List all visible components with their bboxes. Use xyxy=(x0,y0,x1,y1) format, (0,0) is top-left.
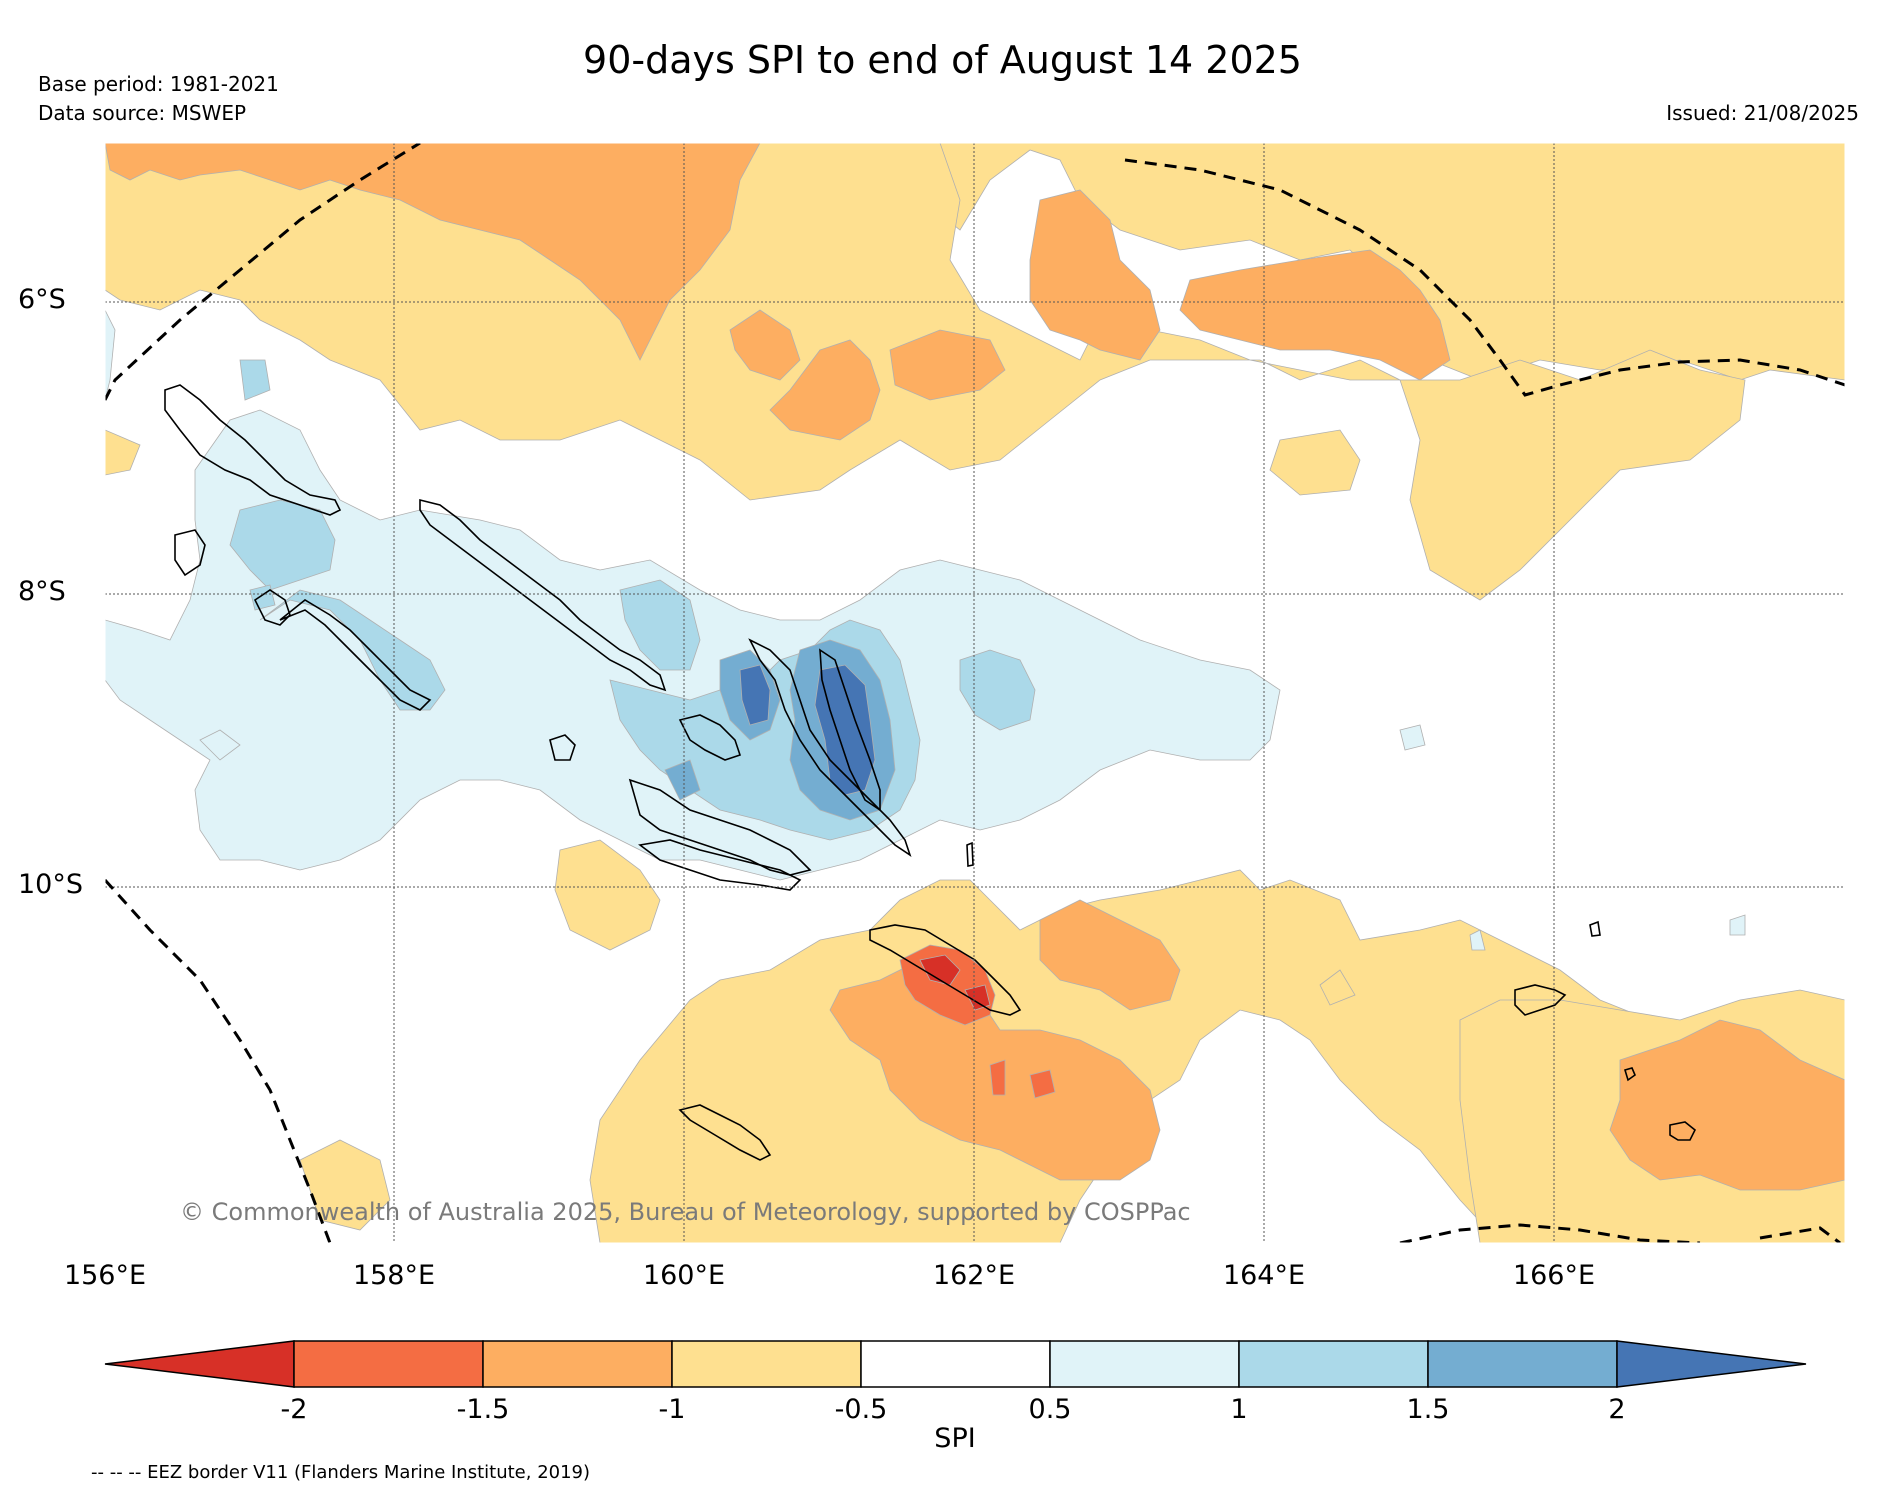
lon-label: 164°E xyxy=(1222,1260,1306,1291)
map-title: 90-days SPI to end of August 14 2025 xyxy=(583,38,1302,82)
colorbar-tick: 1 xyxy=(1230,1394,1247,1425)
map-area xyxy=(105,143,1845,1243)
colorbar-tick: -0.5 xyxy=(835,1394,888,1425)
lat-label: 8°S xyxy=(18,576,66,607)
lon-label: 166°E xyxy=(1512,1260,1596,1291)
colorbar-bin-6 xyxy=(1238,1340,1429,1388)
colorbar-bin-7 xyxy=(1427,1340,1618,1388)
lon-label: 162°E xyxy=(932,1260,1016,1291)
colorbar-ticks: -2 -1.5 -1 -0.5 0.5 1 1.5 2 xyxy=(281,1394,1626,1425)
colorbar xyxy=(104,1340,1807,1388)
colorbar-upper-extend xyxy=(1616,1340,1807,1388)
graticule xyxy=(105,143,1845,1243)
colorbar-tick: 0.5 xyxy=(1029,1394,1072,1425)
data-source: Data source: MSWEP xyxy=(38,101,247,125)
colorbar-label: SPI xyxy=(934,1423,976,1454)
lon-label: 156°E xyxy=(63,1260,147,1291)
wet-extreme-regions xyxy=(739,664,876,796)
copyright-notice: © Commonwealth of Australia 2025, Bureau… xyxy=(180,1198,1191,1226)
lat-label: 10°S xyxy=(18,869,83,900)
eez-legend-note: -- -- -- EEZ border V11 (Flanders Marine… xyxy=(91,1462,591,1483)
colorbar-bin-2 xyxy=(482,1340,673,1388)
lon-label: 160°E xyxy=(642,1260,726,1291)
colorbar-lower-extend xyxy=(104,1340,295,1388)
colorbar-bin-1 xyxy=(293,1340,484,1388)
lon-label: 158°E xyxy=(352,1260,436,1291)
colorbar-bin-5 xyxy=(1049,1340,1240,1388)
colorbar-bin-3 xyxy=(671,1340,862,1388)
colorbar-bin-4 xyxy=(860,1340,1051,1388)
colorbar-tick: -2 xyxy=(281,1394,308,1425)
colorbar-tick: -1 xyxy=(659,1394,686,1425)
colorbar-tick: -1.5 xyxy=(457,1394,510,1425)
lat-label: 6°S xyxy=(18,284,66,315)
colorbar-tick: 2 xyxy=(1608,1394,1625,1425)
coastlines xyxy=(164,384,1697,1161)
eez-borders xyxy=(105,143,1845,1243)
issued-date: Issued: 21/08/2025 xyxy=(1666,101,1859,125)
colorbar-tick: 1.5 xyxy=(1407,1394,1450,1425)
base-period: Base period: 1981-2021 xyxy=(38,72,279,96)
